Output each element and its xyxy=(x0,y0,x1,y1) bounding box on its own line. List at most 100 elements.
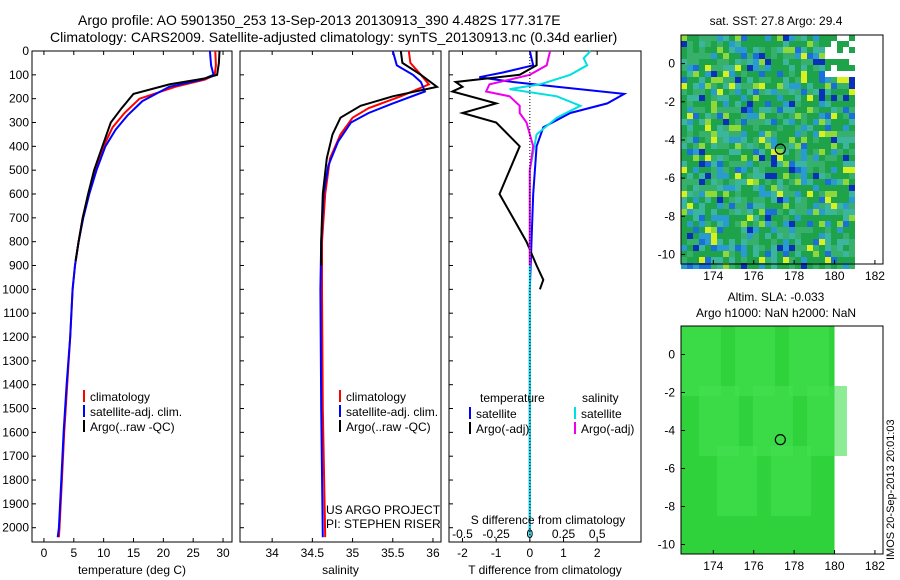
sst-cell xyxy=(837,155,843,161)
sst-cell xyxy=(699,167,705,173)
sst-cell xyxy=(819,191,825,197)
sst-cell xyxy=(813,89,819,95)
sst-cell xyxy=(747,161,753,167)
sst-cell xyxy=(723,113,729,119)
sst-cell xyxy=(783,149,789,155)
sst-cell xyxy=(843,191,849,197)
sst-cell xyxy=(735,263,741,269)
sst-cell xyxy=(819,257,825,263)
sst-cell xyxy=(711,203,717,209)
sst-cell xyxy=(843,209,849,215)
sst-cell xyxy=(789,59,795,65)
sst-cell xyxy=(777,101,783,107)
sst-cell xyxy=(741,89,747,95)
sst-cell xyxy=(813,203,819,209)
temp-ytick-label: 1500 xyxy=(2,402,29,416)
sst-cell xyxy=(765,233,771,239)
sst-cell xyxy=(819,95,825,101)
sst-cell xyxy=(699,203,705,209)
sst-cell xyxy=(741,149,747,155)
sst-cell xyxy=(741,71,747,77)
sst-cell xyxy=(681,245,687,251)
sst-cell xyxy=(843,41,849,47)
sst-cell xyxy=(717,113,723,119)
sst-cell xyxy=(771,197,777,203)
sst-cell xyxy=(699,107,705,113)
sst-cell xyxy=(795,143,801,149)
sst-cell xyxy=(699,149,705,155)
sst-cell xyxy=(795,209,801,215)
sst-cell xyxy=(723,185,729,191)
sst-cell xyxy=(717,221,723,227)
sst-cell xyxy=(753,215,759,221)
sst-cell xyxy=(717,131,723,137)
sst-cell xyxy=(687,179,693,185)
sst-cell xyxy=(825,251,831,257)
sst-cell xyxy=(813,41,819,47)
sst-cell xyxy=(765,191,771,197)
sst-cell xyxy=(693,185,699,191)
sst-cell xyxy=(771,35,777,41)
sst-cell xyxy=(831,77,837,83)
sst-cell xyxy=(735,143,741,149)
sst-cell xyxy=(693,113,699,119)
sst-cell xyxy=(771,119,777,125)
sst-cell xyxy=(741,227,747,233)
sst-cell xyxy=(735,53,741,59)
sst-cell xyxy=(825,161,831,167)
sst-cell xyxy=(729,221,735,227)
sst-cell xyxy=(711,167,717,173)
sst-cell xyxy=(843,239,849,245)
sst-cell xyxy=(723,41,729,47)
sst-cell xyxy=(765,131,771,137)
sla-field-patch xyxy=(699,386,739,456)
sst-cell xyxy=(729,143,735,149)
sst-cell xyxy=(843,65,849,71)
sst-cell xyxy=(747,221,753,227)
sst-cell xyxy=(735,257,741,263)
sst-cell xyxy=(795,113,801,119)
sst-cell xyxy=(693,209,699,215)
sst-cell xyxy=(759,203,765,209)
sst-cell xyxy=(699,113,705,119)
sst-cell xyxy=(831,131,837,137)
sst-cell xyxy=(807,161,813,167)
temp-ytick-label: 900 xyxy=(9,259,29,273)
sst-cell xyxy=(711,263,717,269)
sst-cell xyxy=(699,155,705,161)
sst-cell xyxy=(735,101,741,107)
sst-cell xyxy=(759,263,765,269)
sst-cell xyxy=(711,101,717,107)
sst-cell xyxy=(807,191,813,197)
sst-cell xyxy=(753,257,759,263)
sst-cell xyxy=(687,95,693,101)
sst-cell xyxy=(813,101,819,107)
sst-cell xyxy=(795,53,801,59)
sst-cell xyxy=(747,197,753,203)
sst-cell xyxy=(735,203,741,209)
sst-cell xyxy=(813,227,819,233)
sst-cell xyxy=(729,161,735,167)
sst-cell xyxy=(735,245,741,251)
sst-cell xyxy=(753,191,759,197)
sst-cell xyxy=(765,239,771,245)
sst-cell xyxy=(729,107,735,113)
sst-cell xyxy=(789,143,795,149)
sst-cell xyxy=(825,155,831,161)
sal-xtick-label: 36 xyxy=(426,546,440,560)
sla-map-panel: Altim. SLA: -0.033 Argo h1000: NaN h2000:… xyxy=(658,290,886,573)
sst-cell xyxy=(717,149,723,155)
sst-cell xyxy=(705,113,711,119)
sst-cell xyxy=(747,83,753,89)
sst-cell xyxy=(825,101,831,107)
sla-title: Altim. SLA: -0.033 xyxy=(728,290,825,304)
sst-cell xyxy=(801,95,807,101)
sla-xtick-label: 180 xyxy=(825,559,845,573)
temp-series-1 xyxy=(56,50,215,538)
sst-cell xyxy=(723,53,729,59)
sst-cell xyxy=(801,251,807,257)
sst-cell xyxy=(729,191,735,197)
diff-top-tick-label: 0.5 xyxy=(589,527,606,541)
sst-cell xyxy=(819,185,825,191)
sst-cell xyxy=(705,125,711,131)
